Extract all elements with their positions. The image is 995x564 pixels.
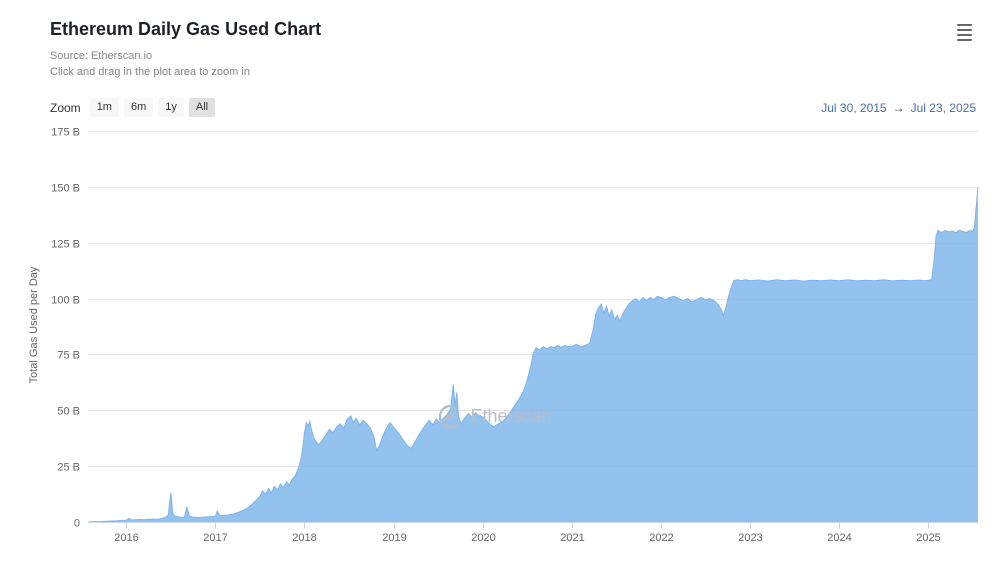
- hamburger-icon: [957, 23, 979, 26]
- y-tick-label: 175 B: [51, 127, 80, 139]
- y-tick-label: 100 B: [51, 295, 80, 307]
- y-tick-label: 125 B: [51, 239, 80, 251]
- range-from-date[interactable]: Jul 30, 2015: [821, 100, 887, 115]
- x-tick-label: 2023: [738, 532, 762, 544]
- x-tick-label: 2022: [649, 532, 673, 544]
- x-tick-label: 2017: [203, 532, 227, 544]
- x-tick-label: 2018: [292, 532, 316, 544]
- zoom-button-group: 1m 6m 1y All: [89, 98, 220, 117]
- context-menu-button[interactable]: [957, 23, 979, 41]
- x-tick-label: 2019: [382, 532, 406, 544]
- plot-area[interactable]: 0 25 B 50 B 75 B 100 B 125 B 150 B 175 B 2016 201…: [0, 120, 995, 564]
- y-tick-label: 75 B: [57, 350, 80, 362]
- y-tick-label: 25 B: [57, 462, 80, 474]
- y-tick-label: 0: [74, 518, 80, 530]
- x-tick-label: 2024: [827, 532, 851, 544]
- range-to-date[interactable]: Jul 23, 2025: [910, 100, 976, 115]
- y-tick-label: 150 B: [51, 183, 80, 195]
- zoom-label: Zoom: [50, 100, 81, 115]
- chart-source: Source: Etherscan.io: [50, 50, 153, 62]
- y-axis-title: Total Gas Used per Day: [28, 266, 40, 384]
- x-tick-label: 2020: [471, 532, 495, 544]
- zoom-button-1m[interactable]: 1m: [89, 98, 119, 117]
- page-title: Ethereum Daily Gas Used Chart: [50, 19, 322, 39]
- zoom-button-6m[interactable]: 6m: [123, 98, 154, 117]
- zoom-button-1y[interactable]: 1y: [158, 98, 184, 117]
- date-range: Jul 30, 2015 → Jul 23, 2025: [821, 101, 976, 115]
- x-tick-label: 2025: [916, 532, 940, 544]
- hamburger-line: [957, 28, 972, 31]
- hamburger-line: [957, 38, 972, 41]
- hamburger-line: [957, 33, 972, 36]
- zoom-button-all[interactable]: All: [188, 98, 216, 117]
- range-arrow-icon: →: [892, 100, 905, 115]
- y-tick-label: 50 B: [57, 406, 80, 418]
- series-line: [88, 186, 979, 523]
- range-selector-toolbar: Zoom 1m 6m 1y All Jul 30, 2015 → Jul 23, 20…: [50, 97, 976, 118]
- chart-hint: Click and drag in the plot area to zoom …: [50, 66, 250, 78]
- x-tick-label: 2021: [560, 532, 584, 544]
- x-tick-label: 2016: [114, 532, 138, 544]
- gas-used-area-chart[interactable]: 0 25 B 50 B 75 B 100 B 125 B 150 B 175 B 2016 201…: [0, 120, 995, 564]
